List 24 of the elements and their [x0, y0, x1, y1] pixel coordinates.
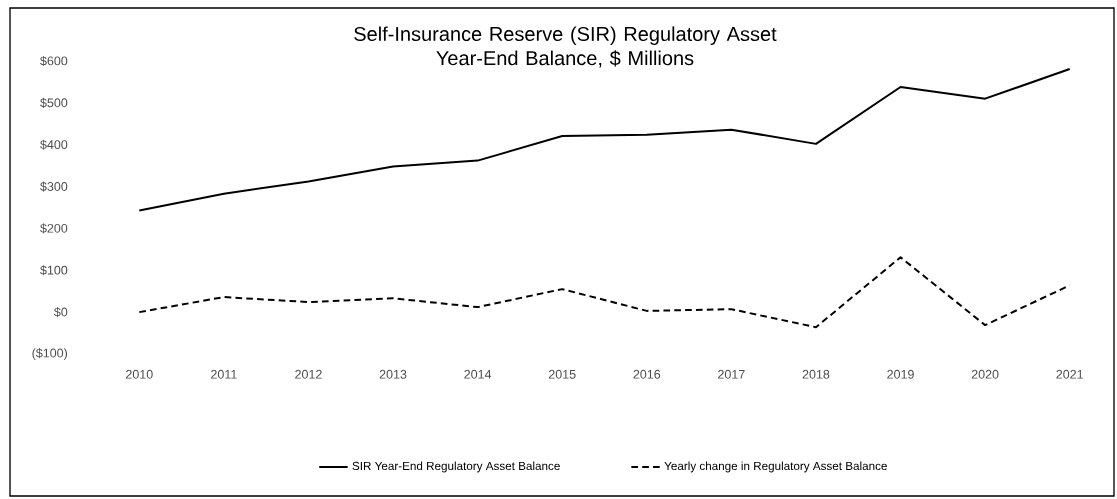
- x-tick-label: 2012: [295, 369, 322, 379]
- x-tick-label: 2016: [633, 369, 661, 379]
- x-tick-label: 2018: [802, 369, 830, 379]
- x-tick-label: 2015: [548, 369, 576, 379]
- x-tick-label: 2019: [887, 369, 914, 379]
- x-tick-label: 2021: [1056, 369, 1083, 379]
- y-tick-label: $0: [54, 307, 68, 318]
- x-tick-label: 2010: [126, 369, 153, 379]
- y-tick-label: $500: [40, 97, 68, 108]
- legend-label: SIR Year-End Regulatory Asset Balance: [352, 461, 560, 473]
- y-tick-label: $400: [40, 139, 68, 150]
- x-tick-label: 2011: [211, 369, 237, 379]
- line-series: [138, 67, 1071, 212]
- x-tick-label: 2014: [464, 369, 492, 379]
- y-tick-label: $600: [40, 55, 68, 67]
- x-tick-label: 2017: [718, 369, 745, 379]
- y-tick-label: $300: [40, 181, 68, 192]
- x-tick-label: 2020: [971, 369, 999, 379]
- x-tick-label: 2013: [379, 369, 407, 379]
- chart-title: Self-Insurance Reserve (SIR) Regulatory Asset Year-End Balance, $ Millions: [354, 26, 777, 68]
- y-tick-label: ($100): [32, 348, 68, 360]
- y-tick-label: $200: [40, 223, 68, 234]
- legend-label: Yearly change in Regulatory Asset Balance: [664, 461, 887, 473]
- y-tick-label: $100: [40, 265, 68, 276]
